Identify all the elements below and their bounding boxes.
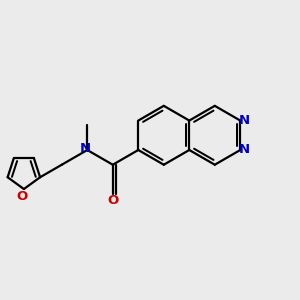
Text: O: O bbox=[17, 190, 28, 203]
Text: N: N bbox=[80, 142, 92, 155]
Text: N: N bbox=[239, 143, 250, 157]
Text: N: N bbox=[239, 114, 250, 127]
Text: O: O bbox=[107, 194, 118, 207]
